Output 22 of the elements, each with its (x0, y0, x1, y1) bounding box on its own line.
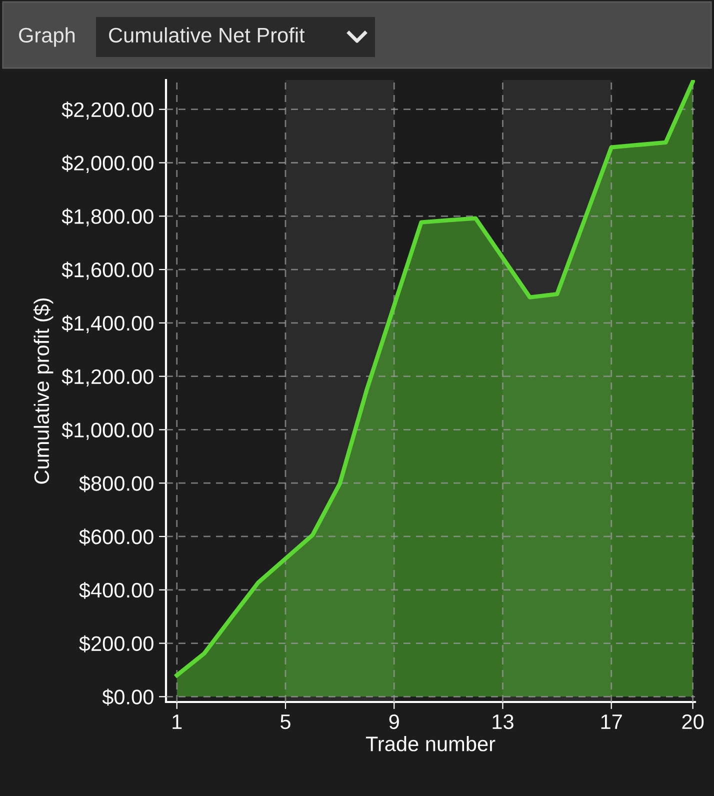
y-tick-label: $200.00 (79, 635, 154, 652)
x-tick-label: 9 (389, 714, 399, 730)
y-tick-label: $800.00 (79, 475, 154, 492)
x-tick-label: 13 (492, 714, 514, 730)
y-tick-label: $400.00 (79, 582, 154, 599)
y-tick-label: $600.00 (79, 528, 154, 546)
x-tick-label: 5 (280, 714, 290, 730)
y-tick-label: $1,200.00 (62, 368, 154, 387)
y-tick-label: $2,000.00 (62, 154, 154, 173)
chart-title: Cumulative Net Profit (109, 27, 305, 43)
y-axis-title: Cumulative profit ($) (33, 298, 54, 484)
y-tick-label: $1,600.00 (62, 262, 154, 280)
x-tick-label: 1 (172, 714, 182, 729)
y-tick-label: $1,400.00 (62, 315, 154, 334)
y-tick-label: $2,200.00 (62, 101, 154, 120)
y-tick-label: $1,800.00 (62, 208, 154, 226)
x-tick-label: 20 (682, 714, 704, 730)
y-tick-label: $1,000.00 (62, 422, 154, 440)
x-axis-title: Trade number (366, 736, 496, 752)
y-tick-label: $0.00 (102, 688, 154, 706)
text: Graph (19, 27, 75, 47)
x-tick-label: 17 (601, 714, 622, 729)
